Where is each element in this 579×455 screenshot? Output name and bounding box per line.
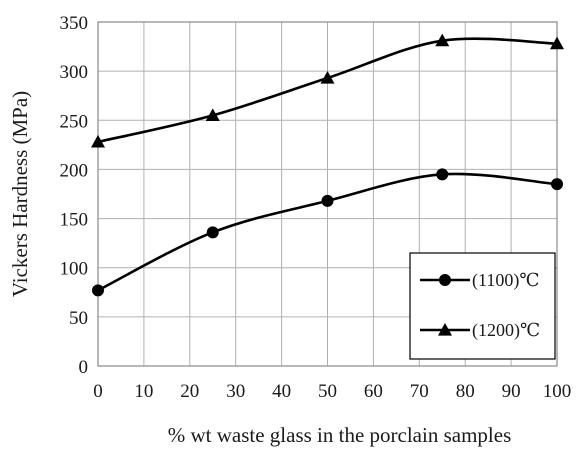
y-tick-label: 0 — [79, 357, 89, 378]
y-tick-label: 300 — [60, 62, 89, 83]
legend-marker-2 — [438, 323, 452, 336]
series-2-point — [205, 108, 220, 121]
x-tick-label: 100 — [543, 381, 572, 402]
x-tick-label: 50 — [318, 381, 337, 402]
series-2-point — [435, 33, 450, 47]
x-tick-label: 40 — [272, 381, 291, 402]
x-tick-label: 10 — [134, 381, 153, 402]
series-2-point — [91, 134, 105, 148]
y-tick-label: 150 — [60, 210, 89, 231]
legend-box — [409, 252, 556, 360]
x-axis-title: % wt waste glass in the porclain samples — [168, 423, 512, 447]
legend-label-2: (1200)℃ — [472, 320, 540, 341]
y-tick-label: 250 — [60, 111, 89, 132]
tick-labels: 0 10 20 30 40 50 60 70 80 90 100 0 50 100 150 200 250 300… — [60, 13, 572, 402]
x-tick-label: 80 — [456, 381, 475, 402]
series-1-point — [551, 178, 563, 191]
x-tick-label: 0 — [93, 381, 103, 402]
y-tick-label: 350 — [60, 13, 89, 34]
series-2-point — [550, 36, 564, 50]
x-tick-label: 70 — [410, 381, 429, 402]
legend: (1100)℃ (1200)℃ — [409, 252, 556, 360]
x-tick-label: 90 — [502, 381, 521, 402]
legend-label-1: (1100)℃ — [472, 270, 539, 291]
series-2-point — [320, 71, 335, 84]
x-tick-label: 20 — [180, 381, 199, 402]
series-1-point — [92, 284, 104, 297]
plot-frame — [97, 21, 558, 367]
y-axis-title: Vickers Hardness (MPa) — [8, 91, 32, 297]
legend-items: (1100)℃ (1200)℃ — [420, 270, 540, 341]
series-1-point — [321, 194, 334, 207]
y-tick-label: 50 — [69, 308, 88, 329]
y-tick-label: 100 — [60, 259, 89, 280]
x-tick-label: 30 — [226, 381, 245, 402]
x-tick-label: 60 — [364, 381, 383, 402]
y-tick-label: 200 — [60, 160, 89, 181]
legend-marker-1 — [439, 274, 451, 286]
series-1-point — [436, 168, 449, 181]
series-layer — [91, 33, 564, 297]
series-1-point — [206, 226, 219, 239]
